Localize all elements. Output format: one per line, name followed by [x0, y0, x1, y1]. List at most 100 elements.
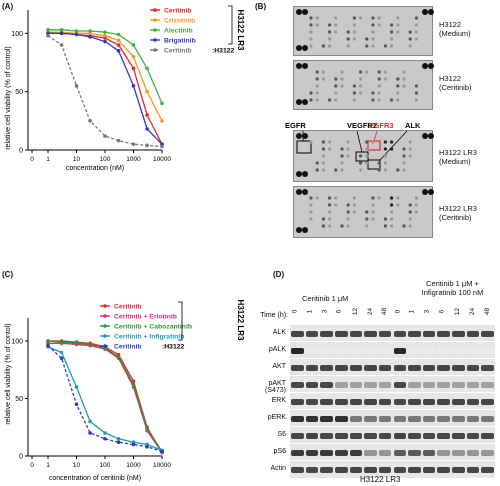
array-spot: [383, 140, 387, 144]
reference-spot: [422, 189, 428, 195]
array-spot: [309, 196, 313, 200]
blot-band: [291, 365, 304, 371]
blot-band: [466, 450, 480, 456]
data-point: [145, 426, 149, 431]
array-spot: [328, 224, 332, 228]
array-spot: [359, 77, 363, 81]
x-tick-label: 10: [73, 462, 81, 469]
array-spot: [359, 154, 363, 158]
time-point-label: 0: [291, 309, 299, 314]
legend-bracket: [228, 5, 233, 45]
chart-c-xlabel: concentration of ceritinib (nM): [49, 475, 141, 482]
array-spot: [359, 91, 363, 95]
reference-spot: [422, 63, 428, 69]
array-spot: [414, 23, 418, 27]
reference-spot: [296, 171, 302, 177]
reference-spot: [296, 45, 302, 51]
chart-c-group-label: H3122 LR3: [236, 300, 245, 341]
reference-spot: [302, 9, 308, 15]
blot-band: [393, 348, 407, 354]
blot-row: [290, 324, 495, 342]
callout-line: [356, 130, 363, 153]
array-spot: [383, 168, 387, 172]
array-spot: [365, 140, 369, 144]
array-spot: [315, 77, 319, 81]
array-spot: [334, 196, 338, 200]
series-line: [48, 32, 163, 145]
x-tick-label: 10000: [153, 156, 171, 163]
array-spot: [346, 44, 350, 48]
array-spot: [309, 98, 313, 102]
array-spot: [365, 224, 369, 228]
array-spot: [390, 37, 394, 41]
blot-row: [290, 341, 495, 359]
array-spot: [408, 217, 412, 221]
blot-band: [378, 382, 392, 388]
y-tick-label: 50: [15, 89, 23, 96]
array-spot: [371, 196, 375, 200]
blot-band: [349, 331, 363, 337]
vegfr2-callout: VEGFR2: [347, 121, 377, 130]
blot-band: [437, 467, 451, 473]
array-spot: [414, 16, 418, 20]
blot-row-label: pALK: [268, 346, 286, 353]
blot-band: [466, 399, 480, 405]
chart-a-ylabel: relative cell viability (% of control): [5, 46, 12, 149]
data-point: [131, 66, 136, 71]
reference-spot: [422, 9, 428, 15]
blot-band: [305, 433, 319, 439]
data-point: [46, 33, 50, 38]
reference-spot: [302, 189, 308, 195]
array-spot: [352, 16, 356, 20]
blot-band: [393, 416, 407, 422]
array-spot: [352, 98, 356, 102]
array-spot: [340, 70, 344, 74]
blot-band: [378, 399, 392, 405]
data-point: [131, 382, 136, 387]
blot-band: [481, 331, 494, 337]
data-point: [145, 127, 149, 131]
blot-band: [408, 433, 421, 439]
array-spot: [334, 23, 338, 27]
condition-1-label: Ceritinib 1 μM: [302, 294, 349, 303]
data-point: [103, 431, 107, 435]
blot-band: [466, 348, 480, 354]
array-spot: [408, 44, 412, 48]
array-spot: [346, 217, 350, 221]
blot-band: [305, 467, 319, 473]
legend-label: Ceritinib + Cabozantinib: [114, 324, 192, 331]
x-tick-label: 100: [100, 462, 111, 469]
array-spot: [390, 23, 394, 27]
legend-marker: [153, 38, 157, 42]
blot-band: [452, 348, 465, 354]
array-spot: [365, 70, 369, 74]
blot-band: [422, 416, 436, 422]
legend-marker: [153, 8, 157, 12]
data-point: [116, 355, 121, 359]
data-point: [74, 84, 79, 88]
data-point: [131, 54, 136, 59]
blot-band: [452, 416, 465, 422]
legend-marker: [153, 28, 157, 32]
array-spot: [334, 77, 338, 81]
array-spot: [321, 140, 325, 144]
data-point: [145, 113, 149, 117]
x-tick-label: 10: [73, 156, 81, 163]
array-spot: [321, 217, 325, 221]
array-spot: [390, 147, 394, 151]
time-point-label: 3: [320, 309, 328, 314]
array-spot: [346, 154, 350, 158]
condition-2-label: Ceritinib 1 μM + Infigratinib 100 nM: [421, 279, 484, 297]
chart-a: relative cell viability (% of control) c…: [5, 5, 245, 172]
array-spot: [408, 154, 412, 158]
legend-marker: [103, 344, 107, 348]
array-spot: [321, 44, 325, 48]
array-spot: [402, 161, 406, 165]
array-spot: [328, 203, 332, 207]
blot-band: [437, 382, 451, 388]
blot-band: [422, 365, 436, 371]
legend-bracket: [178, 301, 183, 341]
blot-band: [422, 467, 436, 473]
blot-label: H3122 LR3 (Medium): [439, 148, 477, 166]
blot-band: [305, 399, 319, 405]
